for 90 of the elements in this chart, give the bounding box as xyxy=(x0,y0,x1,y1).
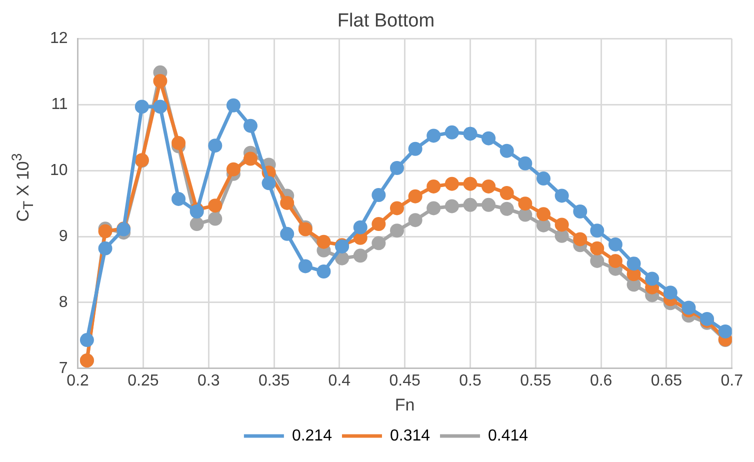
point xyxy=(554,188,569,203)
point xyxy=(80,333,94,348)
point xyxy=(408,189,422,204)
point xyxy=(573,204,588,219)
x-tick-label: 0.6 xyxy=(590,372,612,390)
point xyxy=(444,176,459,191)
point xyxy=(390,224,404,238)
point xyxy=(390,161,404,176)
point xyxy=(463,176,478,191)
x-tick-label: 0.45 xyxy=(389,372,421,390)
point xyxy=(463,198,478,212)
y-tick-label: 11 xyxy=(51,96,68,114)
point xyxy=(444,199,459,214)
y-tick-label: 9 xyxy=(58,228,68,245)
point xyxy=(280,196,294,210)
y-tick-label: 10 xyxy=(50,162,68,180)
point xyxy=(172,192,186,206)
x-axis-title: Fn xyxy=(394,395,415,414)
x-tick-label: 0.3 xyxy=(197,372,220,390)
point xyxy=(645,272,660,286)
point xyxy=(482,179,496,194)
x-tick-label: 0.65 xyxy=(650,372,682,390)
point xyxy=(626,256,641,271)
x-tick-label: 0.35 xyxy=(258,372,290,390)
point xyxy=(663,286,678,300)
y-tick-label: 7 xyxy=(58,360,68,377)
point xyxy=(608,254,622,268)
point xyxy=(573,232,588,246)
x-tick-label: 0.5 xyxy=(459,372,482,390)
point xyxy=(153,100,168,114)
point xyxy=(536,218,551,232)
chart-title: Flat Bottom xyxy=(337,10,435,32)
point xyxy=(426,179,441,194)
x-tick-label: 0.4 xyxy=(328,372,351,390)
point xyxy=(316,234,331,249)
point xyxy=(500,144,514,158)
legend-label: 0.414 xyxy=(488,427,528,444)
point xyxy=(298,259,312,274)
x-tick-label: 0.55 xyxy=(520,372,552,390)
point xyxy=(353,220,368,234)
point xyxy=(243,152,258,166)
point xyxy=(426,201,441,216)
x-tick-label: 0.25 xyxy=(128,372,159,390)
x-tick-label: 0.2 xyxy=(66,372,90,390)
point xyxy=(372,188,386,202)
point xyxy=(208,212,222,226)
point xyxy=(226,98,240,112)
point xyxy=(390,201,404,216)
point xyxy=(500,186,514,200)
point xyxy=(262,176,276,190)
point xyxy=(316,264,331,278)
legend-label: 0.314 xyxy=(390,427,430,444)
point xyxy=(372,236,386,250)
point xyxy=(172,136,186,150)
point xyxy=(518,196,532,211)
point xyxy=(590,254,604,268)
y-tick-label: 12 xyxy=(50,30,68,48)
point xyxy=(153,74,168,88)
point xyxy=(408,142,422,156)
point xyxy=(518,156,532,170)
point xyxy=(682,300,696,315)
point xyxy=(208,198,222,213)
x-tick-label: 0.7 xyxy=(720,372,744,390)
point xyxy=(226,162,240,176)
point xyxy=(482,198,496,212)
point xyxy=(208,138,222,153)
point xyxy=(718,324,732,338)
point xyxy=(482,131,496,146)
point xyxy=(134,100,149,114)
point xyxy=(243,118,258,133)
point xyxy=(590,241,604,256)
point xyxy=(463,126,478,141)
legend-label: 0.214 xyxy=(292,427,332,444)
point xyxy=(190,217,204,232)
point xyxy=(500,202,514,216)
point xyxy=(98,241,112,256)
point xyxy=(372,217,386,232)
y-tick-label: 8 xyxy=(58,294,68,311)
point xyxy=(444,125,459,140)
point xyxy=(98,224,112,238)
point xyxy=(554,218,569,232)
point xyxy=(408,213,422,228)
point xyxy=(426,128,441,143)
point xyxy=(554,228,569,243)
point xyxy=(353,248,368,263)
point xyxy=(536,207,551,222)
point xyxy=(590,224,604,238)
point xyxy=(280,226,294,241)
point xyxy=(536,172,551,186)
point xyxy=(608,237,622,252)
